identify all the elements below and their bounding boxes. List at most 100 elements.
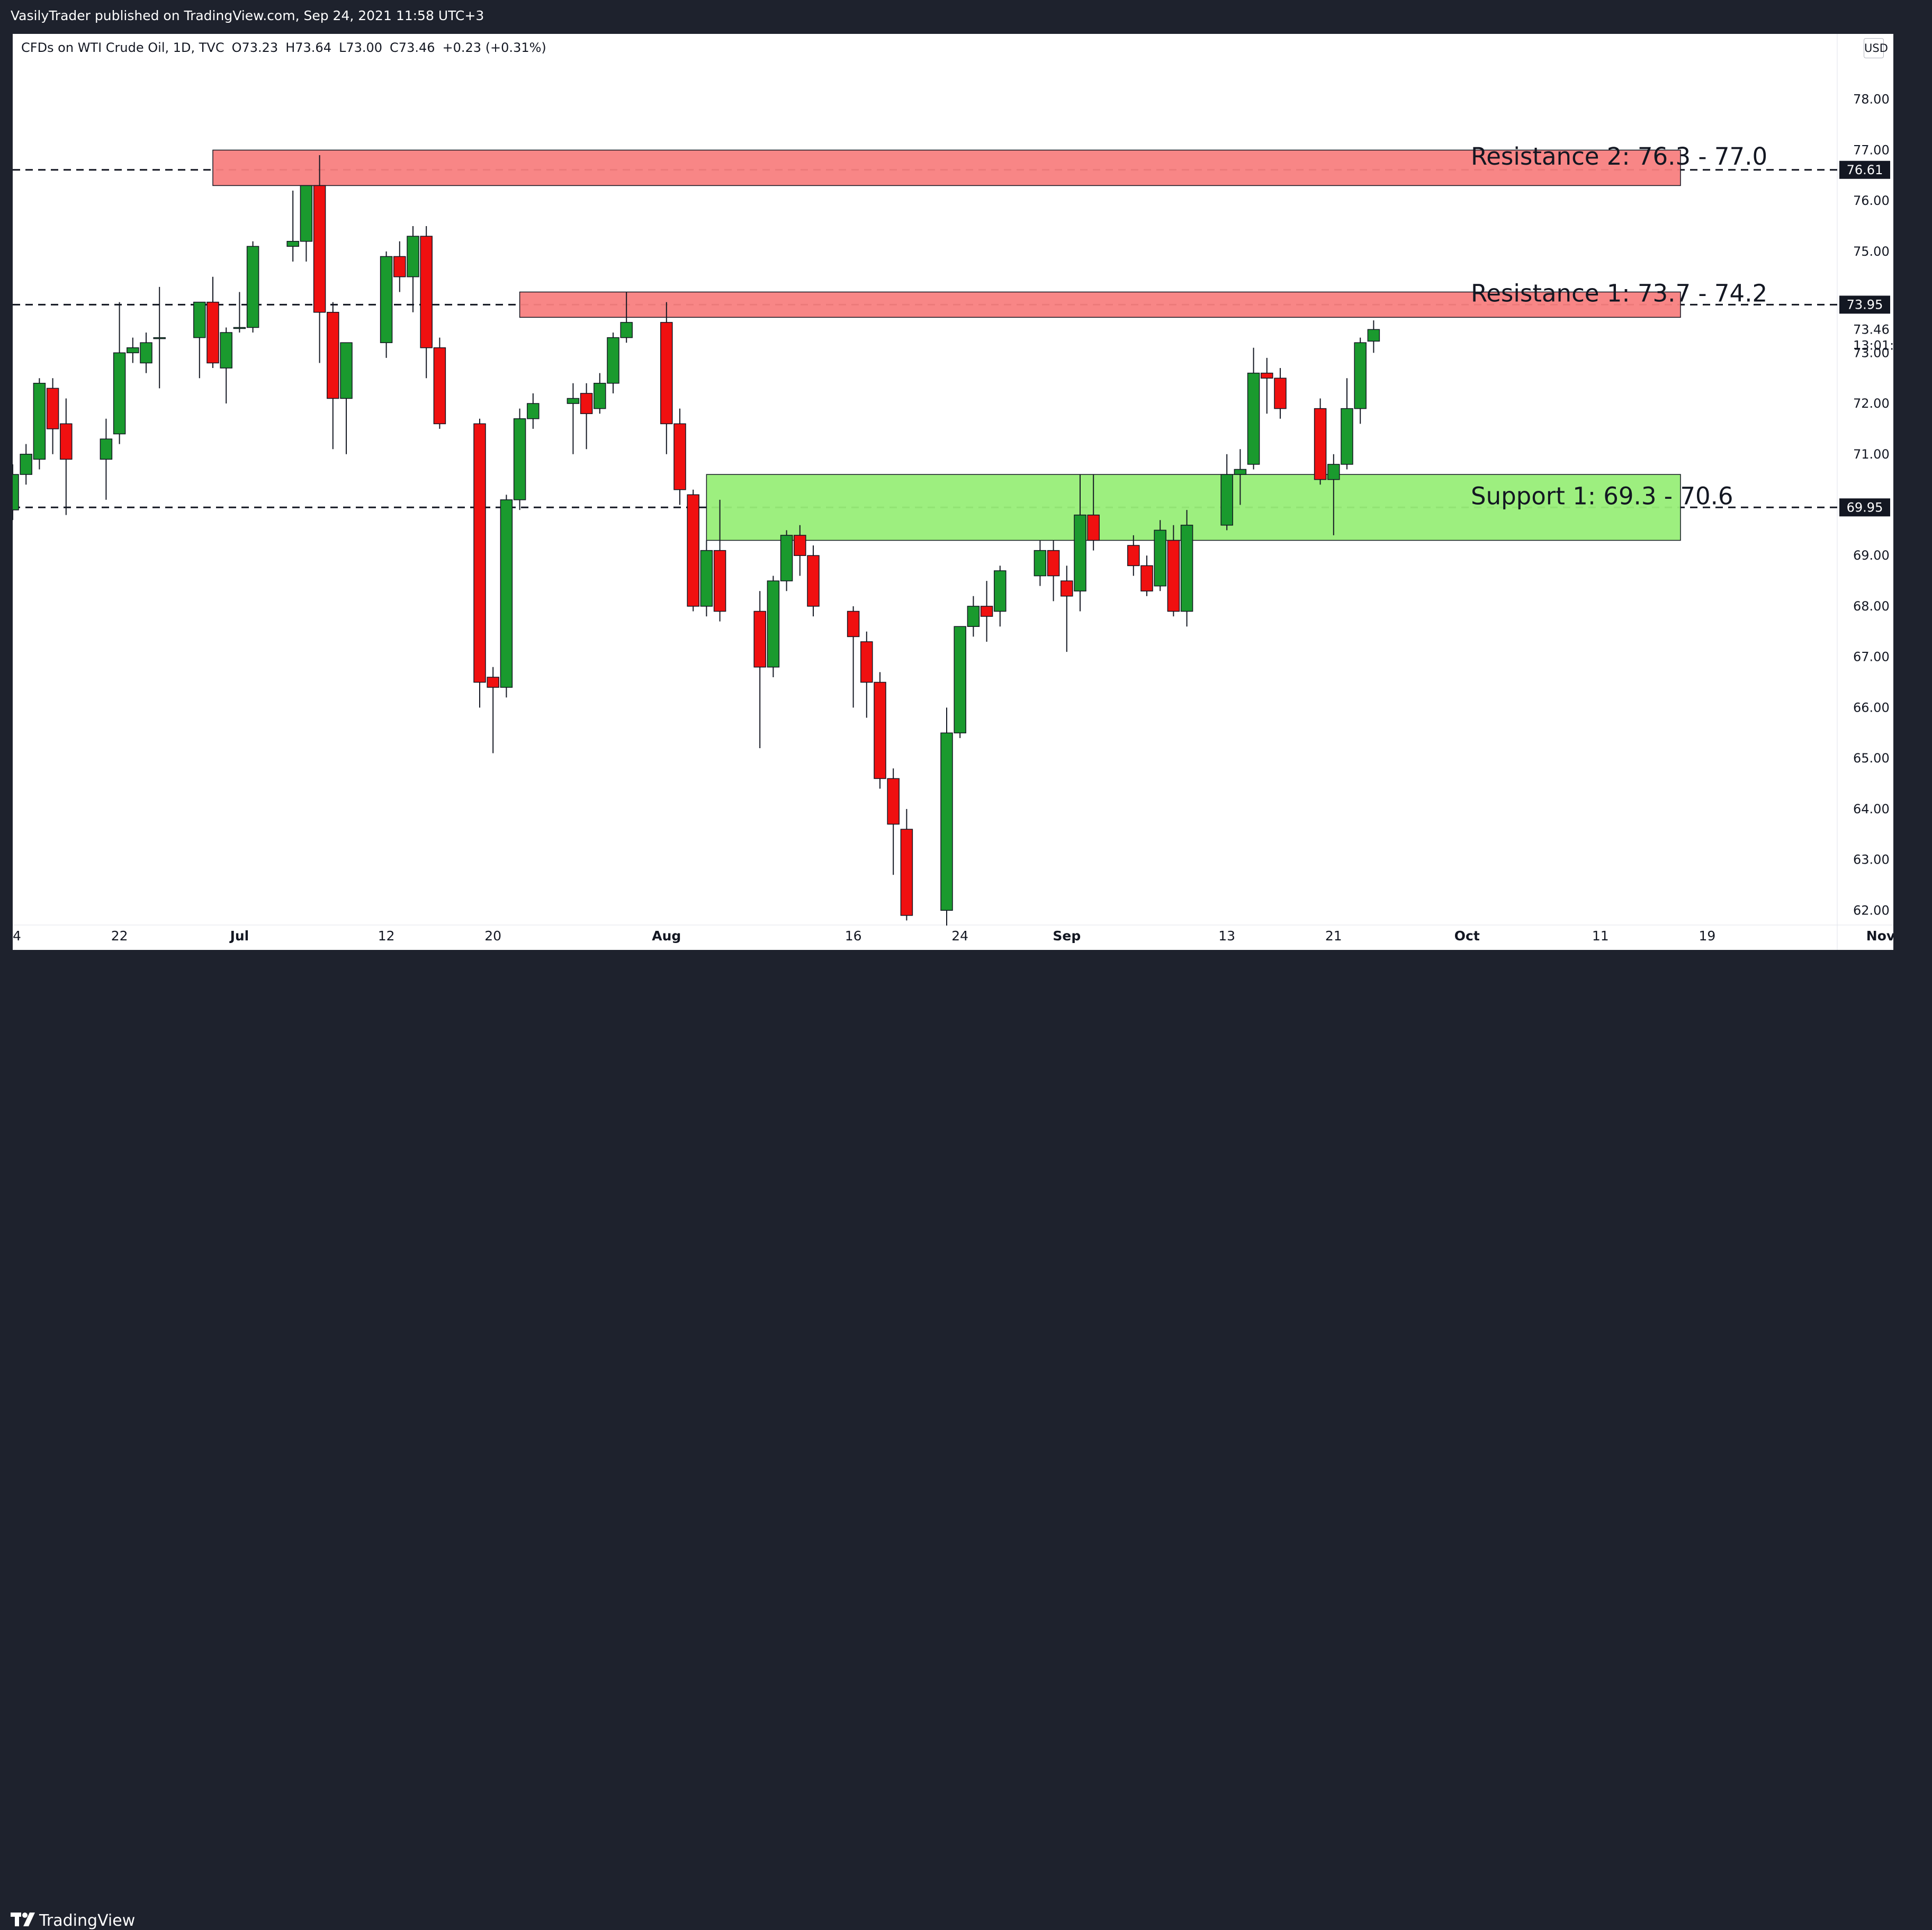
candle-body [1140,565,1153,591]
candle-body [713,550,726,612]
candle [887,768,900,875]
candle [1274,368,1287,419]
candle [127,337,139,363]
candle [1234,449,1247,505]
y-tick-label: 64.00 [1853,802,1890,816]
candle [1127,535,1140,576]
candle-body [860,641,873,683]
candle-body [673,423,686,490]
candle-body [1261,372,1273,379]
candle [713,499,726,622]
candle-body [1314,408,1327,480]
candle [900,809,913,921]
candle [20,444,32,485]
x-tick-label: 22 [111,928,128,944]
currency-button[interactable]: USD [1864,38,1888,58]
candle [286,191,299,262]
candle [527,393,540,429]
instrument-name: CFDs on WTI Crude Oil, 1D, TVC [21,40,224,55]
candle-body [286,240,299,247]
candle-body [1154,529,1166,587]
candle-body [1180,525,1193,612]
open-value: O73.23 [231,40,278,55]
candle [1261,357,1273,414]
candle-body [140,342,152,364]
y-tick-label: 72.00 [1853,396,1890,411]
candle-body [527,403,540,419]
high-value: H73.64 [285,40,331,55]
candle-body [594,383,606,409]
candle [407,226,419,312]
candle [1087,474,1100,551]
candle-body [1074,514,1086,591]
time-axis: 1422Jul1220Aug1624Sep1321Oct1119Nov152 [13,928,1893,944]
candle [780,530,793,591]
x-tick-label: Sep [1053,928,1081,944]
tradingview-logo-icon [11,1913,35,1926]
candle [847,606,860,708]
candle [1180,510,1193,627]
candle-body [1354,342,1367,409]
x-tick-label: 16 [845,928,862,944]
zone-labels: Resistance 2: 76.3 - 77.0 Resistance 1: 7… [1471,142,1767,510]
candle [980,581,993,642]
candle [140,333,152,373]
candle [500,495,513,698]
last-price-label: 73.46 [1853,322,1890,337]
resistance-zone-1 [519,291,1681,318]
candle [1154,520,1166,591]
candle [13,464,19,520]
candle [1167,525,1180,617]
candle [767,576,780,677]
zones [212,149,1681,541]
candle-body [473,423,486,683]
candlestick-chart[interactable]: Resistance 2: 76.3 - 77.0 Resistance 1: 7… [13,34,1893,950]
candle [340,342,353,454]
candle-body [13,474,19,510]
candle [220,327,232,404]
price-badge [1839,160,1890,179]
candle [473,418,486,708]
publisher-text: VasilyTrader published on TradingView.co… [11,8,484,23]
candle [233,292,246,333]
candle [940,707,953,926]
candle-body [753,611,766,668]
candle-body [300,185,313,242]
candle [327,302,339,450]
candle-body [847,611,860,638]
candle [1061,565,1073,652]
candle-body [1034,550,1047,577]
price-axis: 61.0062.0063.0064.0065.0066.0067.0068.00… [1853,92,1890,918]
candle-body [887,778,900,825]
chart-panel[interactable]: Resistance 2: 76.3 - 77.0 Resistance 1: 7… [13,34,1893,950]
candle-body [246,246,259,328]
candle-body [620,322,633,338]
candle-body [327,312,339,399]
candle-body [433,347,446,425]
x-tick-label: 24 [951,928,968,944]
candle-body [580,393,593,414]
candle [300,185,313,262]
candles [13,155,1380,926]
y-tick-label: 62.00 [1853,903,1890,918]
candle-body [100,438,113,460]
y-tick-label: 78.00 [1853,92,1890,107]
candle-body [1327,464,1340,480]
candle [1354,337,1367,424]
candle [487,667,499,753]
y-tick-label: 65.00 [1853,751,1890,766]
zone-label: Resistance 1: 73.7 - 74.2 [1471,279,1767,307]
candle [433,337,446,429]
candle-body [794,535,806,556]
candle [1047,540,1060,602]
candle-body [687,494,699,607]
candle [1074,474,1086,612]
y-tick-label: 73.00 [1853,345,1890,360]
candle-body [700,550,713,607]
x-tick-label: Oct [1454,928,1480,944]
x-tick-label: 20 [484,928,501,944]
symbol-legend[interactable]: CFDs on WTI Crude Oil, 1D, TVC O73.23 H73.… [21,40,546,55]
candle [660,302,673,454]
candle [1247,347,1260,470]
candle [620,292,633,343]
